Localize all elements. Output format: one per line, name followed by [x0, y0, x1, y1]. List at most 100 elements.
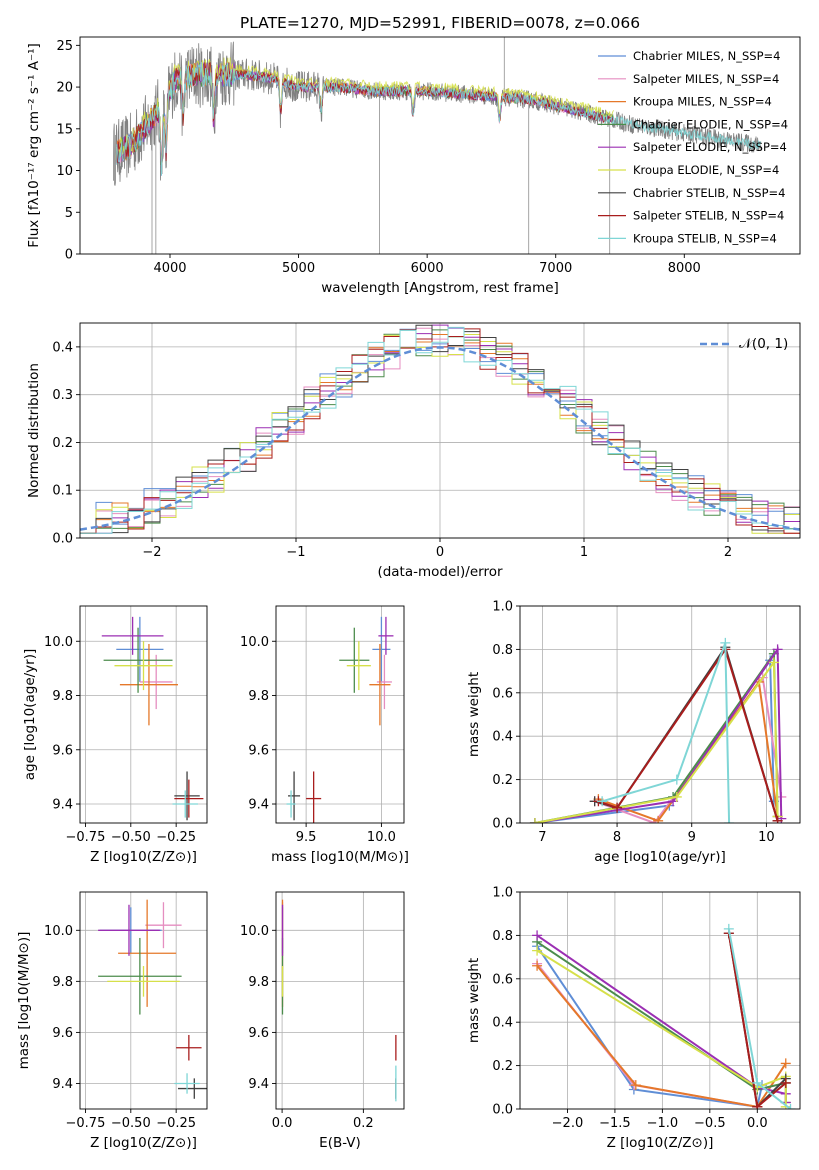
y-tick-label: 0.4	[52, 340, 73, 355]
weight-marker	[723, 923, 734, 934]
x-axis-label: (data-model)/error	[377, 564, 503, 580]
x-tick-label: −0.75	[66, 1116, 106, 1131]
x-tick-label: −0.75	[66, 830, 106, 845]
weight-marker	[752, 1077, 763, 1088]
y-tick-label: 0.4	[492, 730, 513, 745]
weight-marker	[532, 960, 543, 971]
legend-entry: Kroupa MILES, N_SSP=4	[633, 95, 772, 109]
weight-marker	[532, 930, 543, 941]
weight-marker	[597, 796, 608, 807]
data-point	[172, 790, 198, 818]
weight-marker	[724, 818, 735, 823]
axes-frame	[519, 605, 801, 824]
weight-series-line	[536, 934, 787, 1103]
y-tick-label: 1.0	[492, 600, 513, 615]
weight-series-line	[534, 659, 779, 823]
x-axis-label: Z [log10(Z/Z⊙)]	[90, 1135, 197, 1151]
x-axis-label: E(B-V)	[319, 1135, 361, 1151]
weight-marker	[630, 1080, 641, 1091]
plot-area	[113, 37, 762, 254]
x-axis-label: Z [log10(Z/Z⊙)]	[607, 1135, 714, 1151]
y-axis-label: mass [log10(M/M⊙)]	[16, 932, 32, 1070]
plot-area	[529, 637, 787, 823]
chart-age_vs_Z: −0.75 −0.50 −0.25 9.4 9.6 9.8 10.0 Z [log10(Z/Z…	[22, 605, 208, 865]
axes-frame	[275, 605, 405, 824]
y-tick-label: 0.0	[52, 532, 73, 547]
x-tick-label: −1	[286, 545, 305, 560]
data-point	[107, 966, 180, 997]
data-point	[103, 627, 173, 693]
x-tick-label: 1	[580, 545, 588, 560]
x-tick-label: 7	[538, 830, 546, 845]
x-tick-label: 7000	[539, 261, 572, 276]
x-tick-label: −1.5	[599, 1116, 631, 1131]
x-tick-label: 2	[724, 545, 732, 560]
y-tick-label: 10	[56, 164, 73, 179]
x-tick-label: 6000	[411, 261, 444, 276]
data-point	[139, 654, 173, 710]
legend: 𝒩(0, 1)	[700, 336, 788, 352]
x-tick-label: 5000	[282, 261, 315, 276]
weight-marker	[785, 1104, 796, 1109]
y-tick-label: 10.0	[240, 924, 269, 939]
legend-entry: Kroupa STELIB, N_SSP=4	[633, 231, 777, 245]
chart-spectrum: 4000 5000 6000 7000 8000 0 5 10 15 20 25 wavelength…	[26, 14, 801, 296]
axes-frame	[275, 891, 405, 1110]
axes-frame	[79, 605, 208, 824]
plot-area	[101, 616, 204, 821]
x-tick-label: −2	[142, 545, 161, 560]
weight-series-line	[536, 945, 763, 1108]
y-tick-label: 9.8	[248, 975, 269, 990]
data-point	[306, 771, 322, 823]
legend-entry: Salpeter ELODIE, N_SSP=4	[633, 140, 787, 154]
legend-entry: Chabrier ELODIE, N_SSP=4	[633, 117, 788, 131]
axes-frame	[79, 36, 801, 255]
y-tick-label: 0.0	[492, 817, 513, 832]
y-tick-label: 0.1	[52, 484, 73, 499]
y-tick-label: 0.8	[492, 929, 513, 944]
legend: Chabrier MILES, N_SSP=4 Salpeter MILES, N…	[598, 49, 788, 245]
chart-mass_vs_EBV: 0.0 0.2 9.4 9.6 9.8 10.0 E(B-V)	[240, 891, 405, 1151]
x-tick-label: −2.0	[552, 1116, 584, 1131]
y-axis-label: Normed distribution	[26, 363, 42, 498]
weight-series-line	[534, 657, 775, 823]
legend-entry: 𝒩(0, 1)	[739, 336, 788, 352]
x-axis-label: age [log10(age/yr)]	[594, 849, 726, 865]
residual-histogram	[80, 327, 800, 534]
data-point	[369, 643, 391, 726]
y-tick-label: 9.8	[52, 689, 73, 704]
weight-marker	[772, 644, 783, 655]
plot-area	[286, 616, 394, 823]
weight-marker	[653, 815, 664, 823]
y-axis-label: age [log10(age/yr)]	[22, 649, 38, 781]
y-tick-label: 0.3	[52, 388, 73, 403]
chart-age_vs_mass: 9.5 10.0 9.4 9.6 9.8 10.0 mass [log10(M/M⊙)]	[240, 605, 409, 865]
axes-frame	[519, 891, 801, 1110]
weight-marker	[780, 1077, 791, 1088]
weight-series-line	[534, 646, 783, 823]
x-tick-label: −0.25	[156, 1116, 196, 1131]
x-tick-label: 10	[758, 830, 775, 845]
x-tick-label: −0.25	[156, 830, 196, 845]
y-tick-label: 9.4	[248, 798, 269, 813]
y-axis-label: mass weight	[466, 958, 482, 1043]
y-tick-label: 9.6	[52, 743, 73, 758]
data-point	[174, 771, 200, 821]
y-tick-label: 9.4	[248, 1077, 269, 1092]
y-tick-label: 0.6	[492, 686, 513, 701]
weight-marker	[772, 815, 783, 823]
plot-area	[98, 899, 207, 1099]
y-tick-label: 10.0	[44, 635, 73, 650]
data-point	[114, 641, 173, 691]
x-tick-label: 0	[436, 545, 444, 560]
weight-series-line	[536, 965, 787, 1108]
weight-series-line	[536, 949, 787, 1107]
data-point	[98, 904, 160, 956]
data-point	[376, 654, 392, 710]
model-spectrum-line	[115, 61, 576, 166]
y-tick-label: 0.2	[52, 436, 73, 451]
legend-entry: Chabrier MILES, N_SSP=4	[633, 49, 780, 63]
x-tick-label: 0.2	[353, 1116, 374, 1131]
x-axis-label: Z [log10(Z/Z⊙)]	[90, 849, 197, 865]
x-tick-label: −0.50	[111, 1116, 151, 1131]
